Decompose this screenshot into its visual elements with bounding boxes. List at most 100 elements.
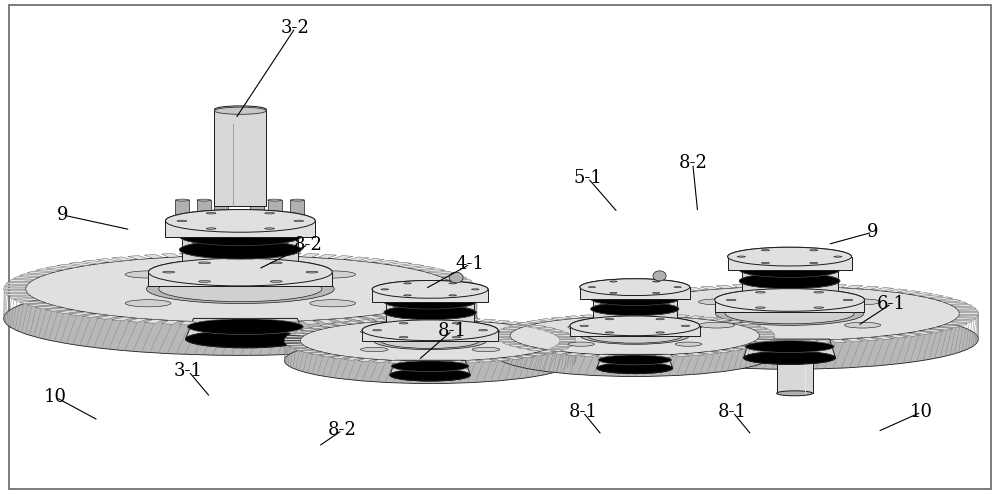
Ellipse shape bbox=[449, 295, 456, 296]
Polygon shape bbox=[629, 355, 640, 358]
Ellipse shape bbox=[725, 303, 854, 324]
Polygon shape bbox=[13, 298, 38, 301]
Polygon shape bbox=[816, 340, 830, 343]
Polygon shape bbox=[715, 300, 864, 312]
Polygon shape bbox=[875, 336, 894, 339]
Ellipse shape bbox=[656, 332, 664, 333]
Ellipse shape bbox=[372, 281, 488, 298]
Polygon shape bbox=[922, 294, 944, 298]
Polygon shape bbox=[404, 361, 416, 364]
Polygon shape bbox=[603, 307, 624, 309]
Text: 9: 9 bbox=[57, 206, 68, 224]
Polygon shape bbox=[767, 284, 779, 287]
Ellipse shape bbox=[147, 274, 334, 303]
Ellipse shape bbox=[620, 287, 959, 340]
Ellipse shape bbox=[165, 209, 315, 232]
Polygon shape bbox=[234, 252, 246, 255]
Ellipse shape bbox=[214, 107, 266, 114]
Polygon shape bbox=[357, 320, 374, 323]
Polygon shape bbox=[674, 354, 689, 357]
Polygon shape bbox=[551, 332, 569, 334]
Polygon shape bbox=[498, 329, 515, 331]
Polygon shape bbox=[725, 348, 743, 351]
Polygon shape bbox=[951, 304, 973, 307]
Text: 3-1: 3-1 bbox=[174, 362, 203, 380]
Polygon shape bbox=[451, 318, 464, 321]
Ellipse shape bbox=[163, 271, 175, 273]
Polygon shape bbox=[285, 253, 301, 256]
Ellipse shape bbox=[270, 262, 282, 264]
Polygon shape bbox=[558, 342, 575, 344]
Ellipse shape bbox=[384, 294, 476, 309]
Polygon shape bbox=[285, 321, 301, 325]
Polygon shape bbox=[343, 321, 361, 324]
Ellipse shape bbox=[148, 258, 332, 286]
Ellipse shape bbox=[715, 302, 864, 326]
Polygon shape bbox=[294, 348, 312, 350]
Ellipse shape bbox=[384, 305, 476, 320]
Polygon shape bbox=[580, 315, 595, 318]
Polygon shape bbox=[580, 354, 595, 357]
Polygon shape bbox=[148, 272, 332, 286]
Polygon shape bbox=[436, 361, 448, 364]
Polygon shape bbox=[846, 285, 863, 288]
Polygon shape bbox=[755, 340, 772, 342]
Ellipse shape bbox=[570, 316, 700, 335]
Polygon shape bbox=[234, 323, 246, 326]
Polygon shape bbox=[9, 279, 33, 282]
Polygon shape bbox=[284, 341, 301, 343]
Polygon shape bbox=[6, 282, 29, 285]
Ellipse shape bbox=[199, 262, 211, 264]
Ellipse shape bbox=[739, 262, 840, 278]
Polygon shape bbox=[437, 301, 461, 304]
Polygon shape bbox=[376, 314, 399, 318]
Polygon shape bbox=[19, 301, 44, 304]
Polygon shape bbox=[565, 316, 581, 319]
Polygon shape bbox=[128, 255, 148, 259]
Polygon shape bbox=[362, 330, 498, 341]
Ellipse shape bbox=[598, 355, 672, 365]
Polygon shape bbox=[343, 357, 361, 360]
Polygon shape bbox=[411, 266, 435, 270]
Ellipse shape bbox=[472, 329, 500, 334]
Polygon shape bbox=[900, 290, 921, 294]
Polygon shape bbox=[831, 284, 847, 288]
Polygon shape bbox=[286, 343, 303, 345]
Polygon shape bbox=[443, 277, 467, 279]
Ellipse shape bbox=[810, 262, 818, 263]
Polygon shape bbox=[931, 297, 953, 300]
Polygon shape bbox=[96, 316, 119, 319]
Ellipse shape bbox=[148, 258, 332, 286]
Ellipse shape bbox=[737, 256, 745, 257]
Polygon shape bbox=[493, 358, 510, 361]
Polygon shape bbox=[317, 254, 336, 258]
Ellipse shape bbox=[580, 325, 588, 327]
Ellipse shape bbox=[206, 228, 216, 229]
Ellipse shape bbox=[843, 299, 853, 301]
Polygon shape bbox=[716, 338, 733, 342]
Polygon shape bbox=[800, 340, 813, 343]
Polygon shape bbox=[527, 321, 545, 323]
Polygon shape bbox=[388, 262, 412, 266]
Ellipse shape bbox=[570, 316, 700, 335]
Ellipse shape bbox=[597, 363, 673, 373]
Ellipse shape bbox=[386, 283, 474, 296]
Polygon shape bbox=[601, 315, 621, 317]
Ellipse shape bbox=[177, 220, 187, 222]
Polygon shape bbox=[348, 257, 369, 261]
Polygon shape bbox=[400, 310, 424, 314]
Polygon shape bbox=[466, 360, 480, 363]
Polygon shape bbox=[743, 344, 761, 347]
Polygon shape bbox=[601, 310, 621, 312]
Polygon shape bbox=[750, 342, 767, 344]
Ellipse shape bbox=[399, 336, 408, 338]
Polygon shape bbox=[888, 334, 908, 338]
Polygon shape bbox=[388, 361, 402, 363]
Polygon shape bbox=[443, 298, 467, 301]
Polygon shape bbox=[660, 355, 674, 357]
Polygon shape bbox=[613, 355, 625, 358]
Ellipse shape bbox=[193, 311, 297, 327]
Ellipse shape bbox=[180, 241, 301, 259]
Ellipse shape bbox=[653, 292, 660, 293]
Polygon shape bbox=[755, 329, 772, 331]
